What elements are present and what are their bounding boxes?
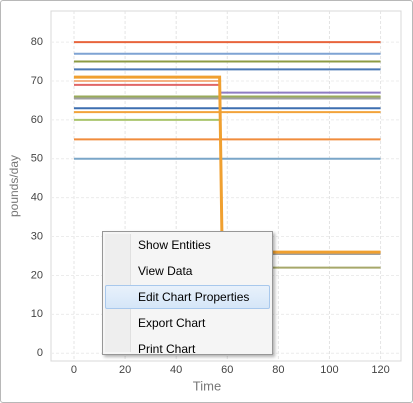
context-menu: Show Entities View Data Edit Chart Propert… [102,231,273,356]
y-tick-label: 70 [31,75,43,87]
menu-item[interactable]: View Data [138,264,193,278]
menu-item[interactable]: Show Entities [138,238,211,252]
y-axis-label: pounds/day [7,155,21,217]
x-tick-label: 20 [119,364,131,376]
y-tick-label: 80 [31,36,43,48]
y-tick-label: 0 [37,347,43,359]
x-tick-label: 0 [71,364,77,376]
x-tick-label: 80 [272,364,284,376]
x-tick-label: 120 [371,364,389,376]
series-line [73,75,381,254]
x-tick-label: 40 [170,364,182,376]
x-tick-label: 100 [320,364,338,376]
y-tick-label: 40 [31,192,43,204]
y-tick-label: 60 [31,114,43,126]
x-tick-label: 60 [221,364,233,376]
y-tick-label: 50 [31,153,43,165]
menu-item[interactable]: Edit Chart Properties [105,285,270,309]
menu-item[interactable]: Print Chart [138,342,196,356]
y-tick-label: 20 [31,269,43,281]
menu-item[interactable]: Export Chart [138,316,206,330]
x-axis-label: Time [193,378,221,393]
y-tick-label: 30 [31,230,43,242]
y-tick-label: 10 [31,308,43,320]
